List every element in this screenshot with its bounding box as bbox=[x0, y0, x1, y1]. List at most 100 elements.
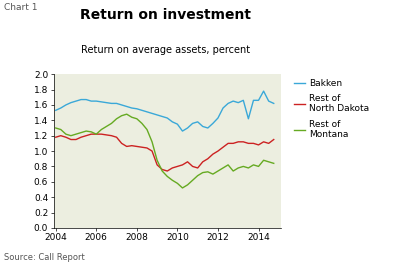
Rest of
North Dakota bbox=[165, 169, 170, 173]
Rest of
Montana bbox=[124, 113, 129, 116]
Rest of
North Dakota bbox=[190, 165, 195, 168]
Rest of
North Dakota bbox=[246, 142, 251, 145]
Rest of
North Dakota bbox=[256, 143, 261, 147]
Rest of
Montana bbox=[180, 186, 185, 189]
Rest of
Montana bbox=[165, 175, 170, 178]
Rest of
Montana bbox=[200, 171, 205, 174]
Bakken bbox=[246, 117, 251, 120]
Rest of
North Dakota bbox=[129, 144, 134, 147]
Bakken bbox=[84, 98, 89, 101]
Bakken bbox=[89, 100, 94, 103]
Rest of
North Dakota bbox=[78, 136, 83, 139]
Line: Rest of
Montana: Rest of Montana bbox=[56, 114, 274, 188]
Bakken bbox=[160, 115, 165, 118]
Bakken bbox=[94, 100, 99, 103]
Bakken bbox=[109, 102, 114, 105]
Text: Return on investment: Return on investment bbox=[80, 8, 251, 22]
Rest of
North Dakota bbox=[140, 146, 145, 149]
Bakken bbox=[63, 103, 68, 107]
Rest of
North Dakota bbox=[216, 149, 221, 153]
Rest of
North Dakota bbox=[63, 136, 68, 139]
Rest of
Montana bbox=[150, 140, 154, 143]
Rest of
Montana bbox=[145, 128, 150, 131]
Rest of
Montana bbox=[241, 165, 246, 168]
Bakken bbox=[190, 122, 195, 125]
Rest of
North Dakota bbox=[180, 163, 185, 166]
Bakken bbox=[104, 101, 109, 104]
Bakken bbox=[165, 116, 170, 120]
Rest of
Montana bbox=[185, 183, 190, 187]
Rest of
North Dakota bbox=[170, 166, 175, 170]
Rest of
Montana bbox=[221, 166, 225, 170]
Rest of
Montana bbox=[271, 162, 276, 165]
Bakken bbox=[251, 99, 256, 102]
Rest of
North Dakota bbox=[58, 134, 63, 137]
Rest of
North Dakota bbox=[236, 140, 241, 143]
Bakken bbox=[150, 112, 154, 115]
Rest of
North Dakota bbox=[84, 134, 89, 137]
Rest of
Montana bbox=[129, 116, 134, 119]
Rest of
North Dakota bbox=[231, 142, 236, 145]
Bakken bbox=[129, 107, 134, 110]
Rest of
North Dakota bbox=[74, 138, 78, 141]
Rest of
North Dakota bbox=[89, 132, 94, 136]
Rest of
North Dakota bbox=[124, 145, 129, 148]
Bakken bbox=[145, 110, 150, 113]
Rest of
North Dakota bbox=[185, 160, 190, 164]
Rest of
Montana bbox=[160, 169, 165, 173]
Bakken bbox=[74, 100, 78, 103]
Rest of
North Dakota bbox=[109, 134, 114, 137]
Rest of
North Dakota bbox=[134, 145, 139, 148]
Rest of
Montana bbox=[89, 130, 94, 134]
Rest of
Montana bbox=[74, 132, 78, 136]
Rest of
North Dakota bbox=[195, 166, 200, 170]
Rest of
North Dakota bbox=[150, 149, 154, 153]
Bakken bbox=[231, 100, 236, 103]
Rest of
North Dakota bbox=[94, 132, 99, 136]
Bakken bbox=[78, 98, 83, 101]
Rest of
North Dakota bbox=[210, 153, 215, 156]
Rest of
North Dakota bbox=[266, 142, 271, 145]
Bakken bbox=[210, 122, 215, 125]
Bakken bbox=[241, 99, 246, 102]
Bakken bbox=[216, 116, 221, 120]
Bakken bbox=[58, 107, 63, 110]
Bakken bbox=[266, 100, 271, 103]
Bakken bbox=[154, 113, 159, 117]
Bakken bbox=[170, 120, 175, 123]
Bakken bbox=[99, 100, 104, 103]
Rest of
Montana bbox=[251, 163, 256, 166]
Rest of
Montana bbox=[114, 117, 119, 120]
Bakken bbox=[205, 126, 210, 130]
Rest of
North Dakota bbox=[271, 138, 276, 141]
Rest of
Montana bbox=[205, 170, 210, 173]
Rest of
Montana bbox=[140, 122, 145, 125]
Text: Chart 1: Chart 1 bbox=[4, 3, 38, 12]
Bakken bbox=[134, 107, 139, 110]
Rest of
North Dakota bbox=[225, 142, 230, 145]
Rest of
Montana bbox=[236, 166, 241, 170]
Rest of
Montana bbox=[94, 132, 99, 136]
Bakken bbox=[69, 101, 74, 104]
Bakken bbox=[271, 102, 276, 105]
Line: Bakken: Bakken bbox=[56, 91, 274, 131]
Text: Return on average assets, percent: Return on average assets, percent bbox=[81, 45, 250, 55]
Bakken bbox=[53, 109, 58, 112]
Rest of
Montana bbox=[261, 159, 266, 162]
Rest of
North Dakota bbox=[145, 146, 150, 149]
Rest of
North Dakota bbox=[99, 132, 104, 136]
Rest of
North Dakota bbox=[104, 133, 109, 136]
Rest of
North Dakota bbox=[53, 136, 58, 139]
Bakken bbox=[119, 103, 124, 107]
Line: Rest of
North Dakota: Rest of North Dakota bbox=[56, 134, 274, 171]
Rest of
North Dakota bbox=[160, 168, 165, 171]
Rest of
Montana bbox=[216, 169, 221, 173]
Legend: Bakken, Rest of
North Dakota, Rest of
Montana: Bakken, Rest of North Dakota, Rest of Mo… bbox=[294, 79, 369, 139]
Rest of
North Dakota bbox=[261, 140, 266, 143]
Rest of
Montana bbox=[104, 125, 109, 128]
Rest of
Montana bbox=[69, 134, 74, 137]
Rest of
North Dakota bbox=[221, 146, 225, 149]
Rest of
Montana bbox=[190, 179, 195, 182]
Rest of
Montana bbox=[231, 169, 236, 173]
Rest of
Montana bbox=[256, 165, 261, 168]
